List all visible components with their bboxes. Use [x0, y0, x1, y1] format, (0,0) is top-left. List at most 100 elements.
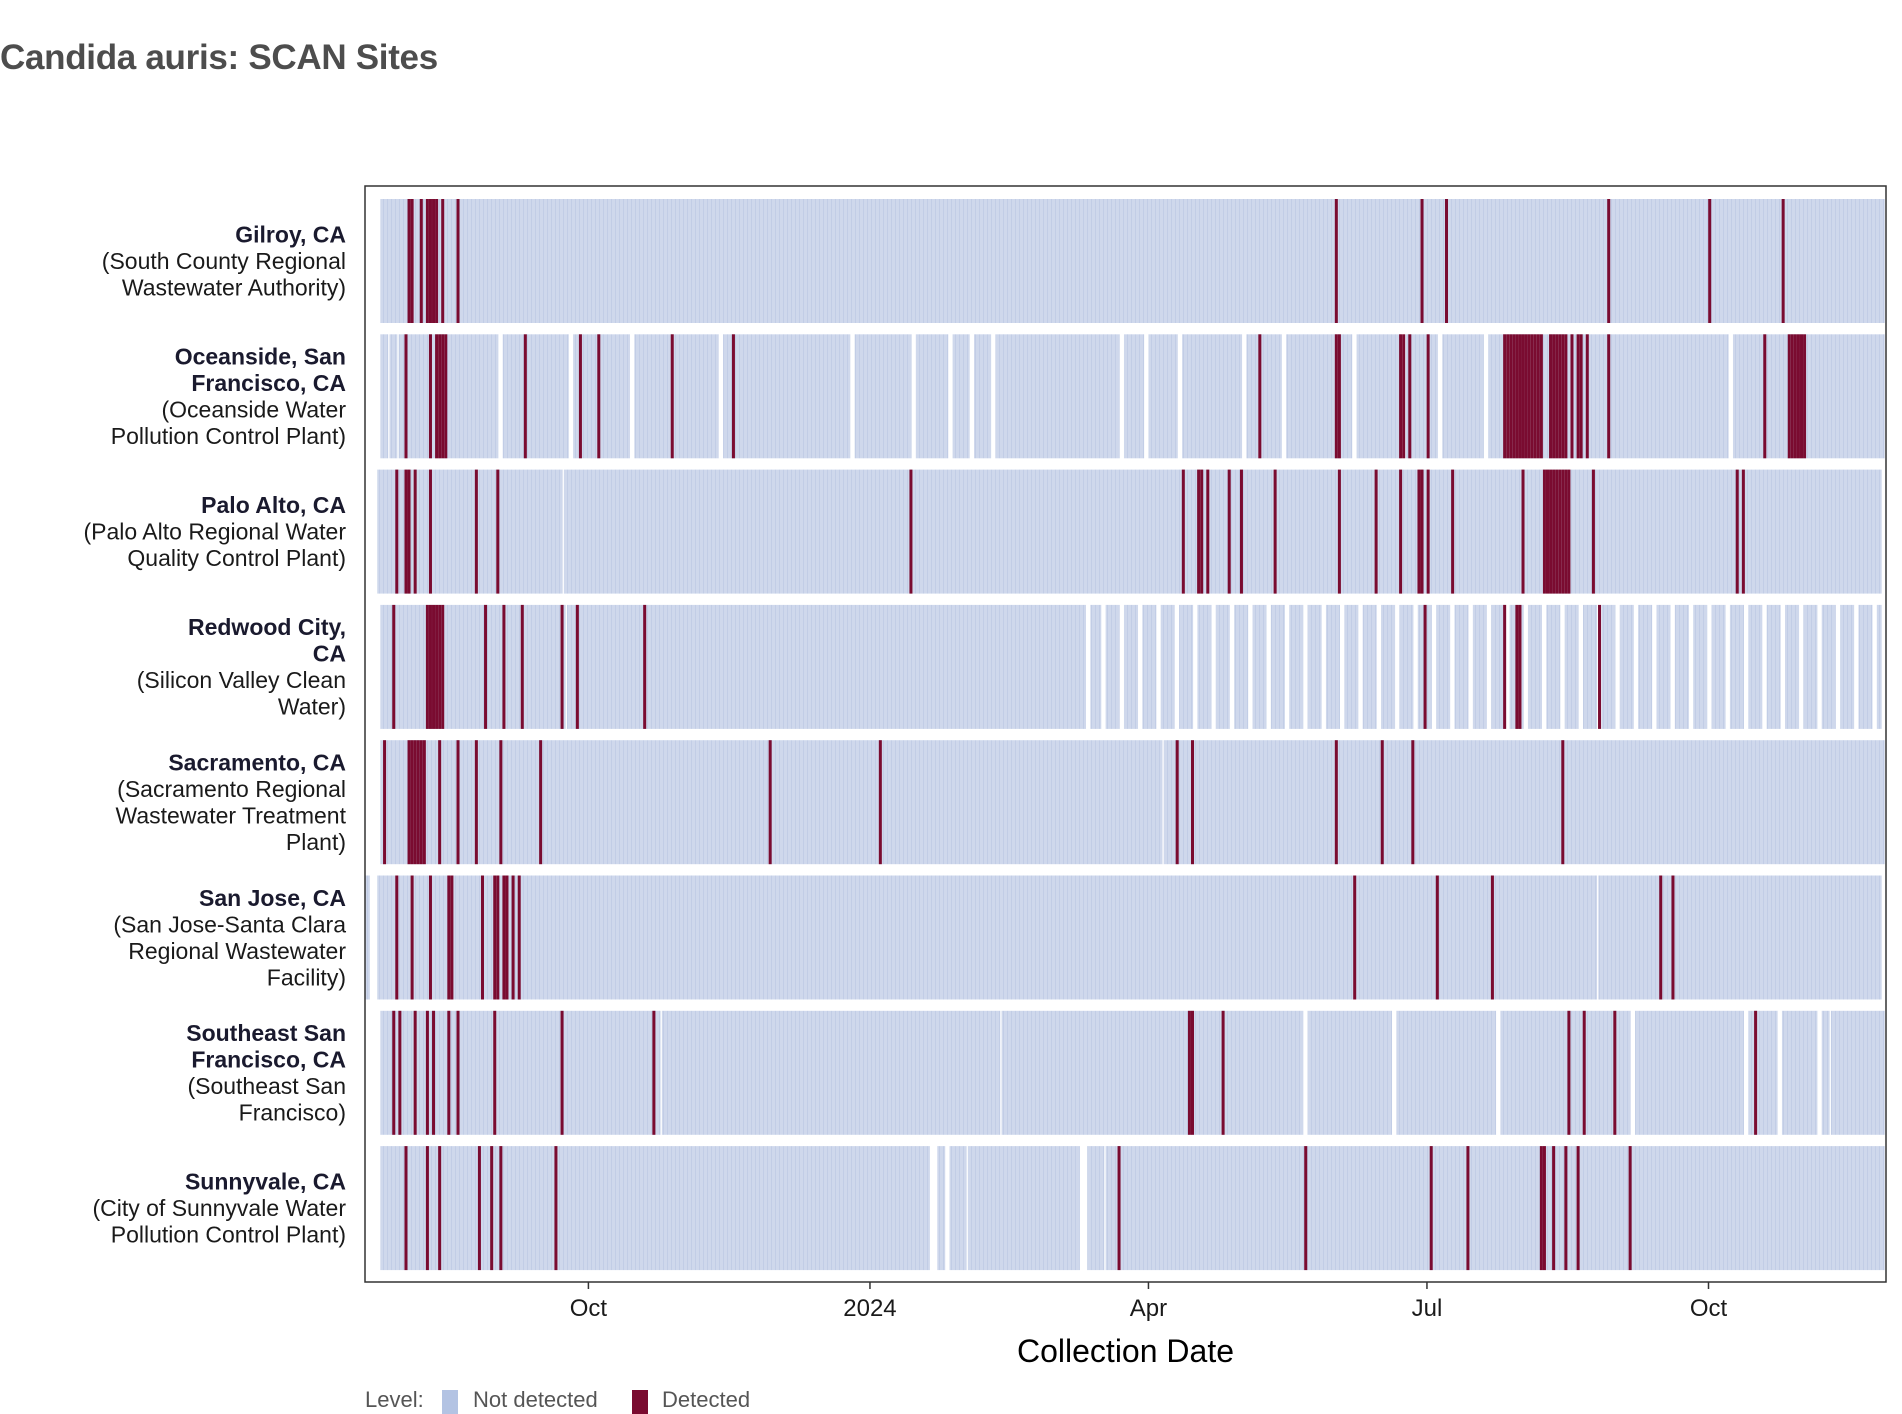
detected-bar: [410, 740, 414, 865]
detected-bar: [1607, 334, 1611, 459]
legend-label-detected: Detected: [662, 1387, 750, 1412]
site-facility-line: Facility): [267, 964, 346, 990]
not-detected-segment: [1803, 604, 1818, 729]
detected-bar: [438, 334, 442, 459]
site-name-line: Redwood City,: [188, 614, 346, 640]
x-tick-label: Oct: [570, 1295, 608, 1322]
detected-bar: [1518, 334, 1522, 459]
not-detected-segment: [1163, 740, 1885, 865]
not-detected-segment: [380, 334, 389, 459]
detected-bar: [477, 1146, 481, 1271]
detected-bar: [1790, 334, 1794, 459]
detected-bar: [1191, 740, 1194, 865]
detected-bar: [1117, 1146, 1121, 1271]
not-detected-segment: [1781, 1010, 1818, 1135]
detected-bar: [493, 1010, 497, 1135]
detected-bar: [1567, 1010, 1571, 1135]
detected-bar: [428, 604, 432, 729]
detected-bar: [1512, 334, 1516, 459]
not-detected-segment: [1858, 604, 1873, 729]
not-detected-segment: [1546, 604, 1561, 729]
site-name-line: Francisco, CA: [191, 370, 346, 396]
detected-bar: [435, 199, 439, 323]
not-detected-segment: [563, 469, 1882, 594]
detected-bar: [499, 1146, 503, 1271]
detected-bar: [505, 875, 509, 1000]
site-name-line: Gilroy, CA: [235, 222, 346, 248]
not-detected-segment: [1362, 604, 1377, 729]
detected-bar: [456, 1010, 460, 1135]
site-name-line: Oceanside, San: [175, 344, 346, 370]
not-detected-segment: [1325, 604, 1340, 729]
detected-bar: [1564, 1146, 1568, 1271]
detected-bar: [425, 604, 429, 729]
detected-bar: [1708, 199, 1712, 323]
detected-bar: [392, 604, 396, 729]
detected-bar: [652, 1010, 656, 1135]
detected-bar: [435, 334, 439, 459]
not-detected-segment: [949, 1146, 967, 1271]
detected-bar: [1399, 334, 1403, 459]
detected-bar: [578, 334, 582, 459]
detected-bar: [1579, 334, 1583, 459]
detected-bar: [383, 740, 387, 865]
detected-bar: [428, 469, 432, 594]
legend-label-not-detected: Not detected: [473, 1387, 598, 1412]
site-facility-line: (Oceanside Water: [162, 397, 347, 423]
detected-bar: [1503, 604, 1507, 729]
not-detected-segment: [1381, 604, 1396, 729]
detected-bar: [1552, 1146, 1556, 1271]
site-name-line: Southeast San: [186, 1020, 346, 1046]
not-detected-segment: [377, 875, 1598, 1000]
detected-bar: [410, 199, 414, 323]
detected-bar: [1787, 334, 1791, 459]
detected-bar: [643, 604, 647, 729]
detected-bar: [1337, 334, 1341, 459]
detected-bar: [419, 199, 423, 323]
not-detected-segment: [1876, 604, 1882, 729]
detected-bar: [428, 199, 432, 323]
detected-bar: [1659, 875, 1663, 1000]
detected-bar: [1524, 334, 1528, 459]
detected-bar: [1426, 469, 1430, 594]
not-detected-segment: [1598, 875, 1882, 1000]
site-row-sunnyvale-ca: [380, 1146, 1885, 1271]
detected-bar: [1181, 469, 1185, 594]
detected-bar: [1576, 334, 1580, 459]
detected-bar: [1585, 334, 1589, 459]
detected-bar: [1567, 469, 1571, 594]
detected-bar: [425, 199, 429, 323]
not-detected-segment: [1500, 1010, 1631, 1135]
detected-bar: [1206, 469, 1210, 594]
detected-bar: [1239, 469, 1243, 594]
detected-bar: [447, 1010, 451, 1135]
detected-bar: [511, 875, 515, 1000]
detected-bar: [1796, 334, 1800, 459]
detected-bar: [1793, 334, 1797, 459]
detected-bar: [432, 1010, 436, 1135]
not-detected-segment: [1182, 334, 1243, 459]
not-detected-segment: [1289, 604, 1304, 729]
detected-bar: [480, 875, 484, 1000]
legend-title: Level:: [365, 1387, 424, 1412]
site-facility-line: Regional Wastewater: [128, 938, 346, 964]
not-detected-segment: [1821, 604, 1836, 729]
detected-bar: [1561, 469, 1565, 594]
detected-bar: [1800, 334, 1804, 459]
not-detected-segment: [634, 334, 719, 459]
not-detected-segment: [974, 334, 992, 459]
detected-bar: [1546, 469, 1549, 594]
not-detected-segment: [1307, 604, 1322, 729]
detected-bar: [575, 604, 579, 729]
detected-bar: [404, 334, 408, 459]
site-label-sacramento-ca: Sacramento, CA(Sacramento RegionalWastew…: [115, 750, 346, 856]
detected-bar: [1591, 469, 1595, 594]
detected-bar: [1549, 469, 1553, 594]
not-detected-segment: [1001, 1010, 1304, 1135]
not-detected-segment: [1197, 604, 1212, 729]
not-detected-segment: [1123, 334, 1145, 459]
not-detected-segment: [1638, 604, 1653, 729]
site-facility-line: (Sacramento Regional: [117, 776, 346, 802]
detected-bar: [496, 469, 500, 594]
